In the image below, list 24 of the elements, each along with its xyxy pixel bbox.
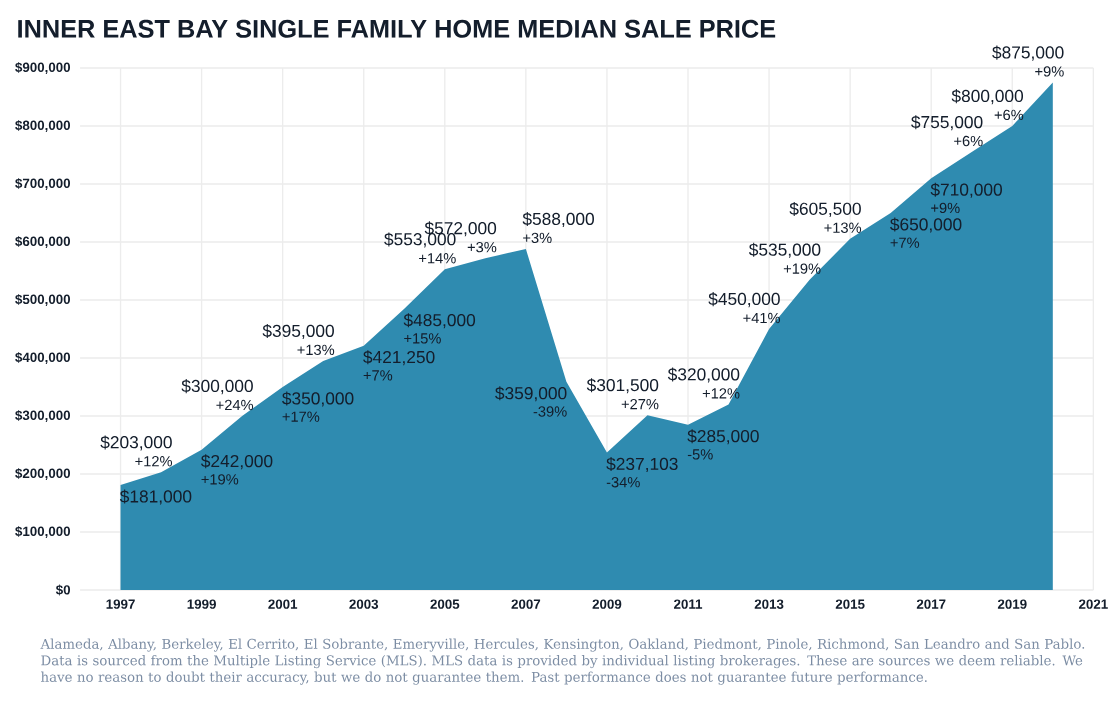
data-label: $301,500 (586, 378, 659, 394)
data-label: $605,500 (789, 201, 861, 217)
data-label: $359,000 (495, 386, 567, 402)
data-label: $237,103 (606, 457, 678, 473)
data-label: $588,000 (522, 212, 594, 228)
data-label: $485,000 (403, 313, 476, 329)
data-label: $875,000 (992, 45, 1064, 61)
data-label: $572,000 (424, 221, 497, 237)
data-label: $421,250 (363, 350, 435, 366)
data-label: $535,000 (748, 242, 821, 258)
data-label: $350,000 (282, 391, 354, 407)
data-label: $395,000 (262, 324, 334, 340)
data-label: $755,000 (911, 115, 983, 131)
data-label: $650,000 (890, 217, 962, 233)
data-label: $800,000 (951, 89, 1024, 105)
data-label: $300,000 (181, 379, 253, 395)
data-label: $320,000 (667, 367, 740, 383)
data-label: $450,000 (708, 292, 780, 308)
data-label: $242,000 (200, 454, 273, 470)
data-label: $710,000 (930, 182, 1002, 198)
data-label: $553,000 (384, 232, 456, 248)
chart-title: INNER EAST BAY SINGLE FAMILY HOME MEDIAN SALE PRICE (18, 19, 776, 38)
data-label: $285,000 (687, 429, 759, 445)
data-label: $203,000 (100, 435, 172, 451)
